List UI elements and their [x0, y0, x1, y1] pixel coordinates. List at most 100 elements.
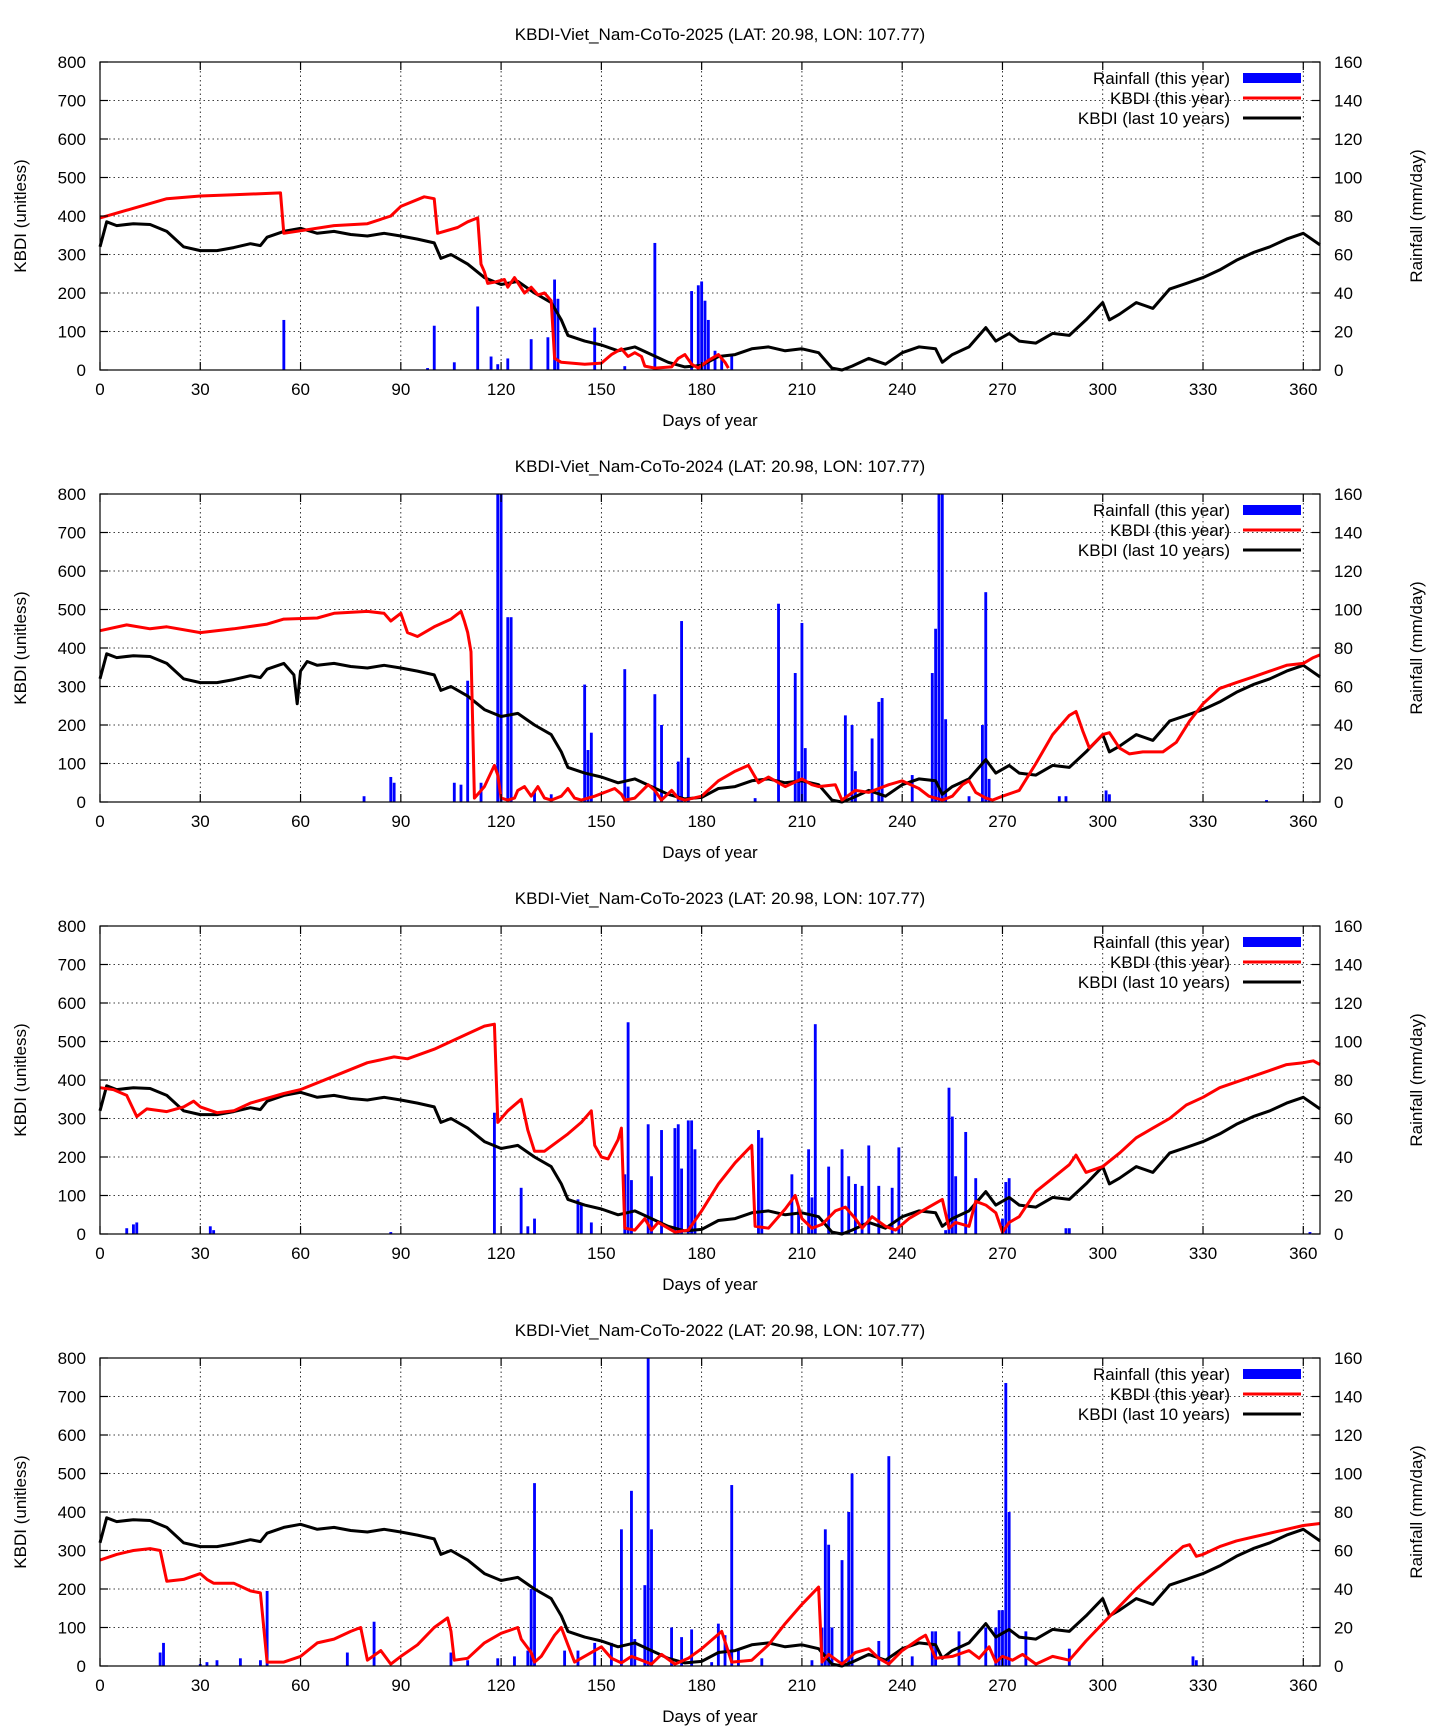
rainfall-bar	[690, 291, 694, 370]
rainfall-bar	[840, 1560, 844, 1666]
y-tick-label: 300	[58, 1110, 86, 1129]
chart-title: KBDI-Viet_Nam-CoTo-2023 (LAT: 20.98, LON…	[515, 889, 925, 908]
x-tick-label: 150	[587, 812, 615, 831]
rainfall-bar	[673, 1128, 677, 1234]
y-tick-label: 500	[58, 1465, 86, 1484]
y-tick-label: 600	[58, 130, 86, 149]
rainfall-bar	[265, 1590, 269, 1666]
rainfall-bar	[1007, 1178, 1011, 1234]
y2-tick-label: 60	[1334, 1110, 1353, 1129]
y2-tick-label: 20	[1334, 755, 1353, 774]
y-tick-label: 200	[58, 1148, 86, 1167]
rainfall-bar	[1007, 1512, 1011, 1666]
x-tick-label: 90	[391, 812, 410, 831]
rainfall-bar	[710, 1662, 714, 1666]
rainfall-bar	[579, 1203, 583, 1234]
rainfall-bar	[238, 1658, 242, 1666]
rainfall-bar	[964, 1131, 968, 1234]
x-tick-label: 30	[191, 380, 210, 399]
y-tick-label: 600	[58, 562, 86, 581]
rainfall-bar	[492, 1112, 496, 1234]
y2-axis-label: Rainfall (mm/day)	[1407, 1445, 1426, 1578]
x-tick-label: 60	[291, 380, 310, 399]
rainfall-bar	[703, 300, 707, 370]
legend-label-kbdi-last10: KBDI (last 10 years)	[1078, 1405, 1230, 1424]
kbdi-this-year-line	[99, 191, 730, 370]
kbdi-chart: KBDI-Viet_Nam-CoTo-2025 (LAT: 20.98, LON…	[11, 25, 1426, 430]
rainfall-bar	[432, 325, 436, 370]
y-tick-label: 800	[58, 53, 86, 72]
axis-ticks	[99, 493, 1320, 803]
rainfall-bar	[623, 366, 627, 370]
x-tick-label: 270	[988, 812, 1016, 831]
rainfall-bar	[713, 350, 717, 370]
rainfall-bar	[676, 1124, 680, 1234]
y2-tick-label: 140	[1334, 92, 1362, 111]
legend: Rainfall (this year)KBDI (this year)KBDI…	[1078, 501, 1301, 560]
y2-tick-label: 160	[1334, 485, 1362, 504]
x-tick-label: 330	[1189, 1244, 1217, 1263]
rainfall-bar	[760, 1658, 764, 1666]
rainfall-bar	[880, 698, 884, 802]
y-tick-label: 0	[77, 1657, 86, 1676]
rainfall-bar	[526, 1226, 530, 1234]
rainfall-bar	[813, 1024, 817, 1234]
y2-tick-label: 160	[1334, 1349, 1362, 1368]
y2-tick-label: 80	[1334, 207, 1353, 226]
rainfall-bar	[576, 1650, 580, 1666]
rainfall-bar	[870, 738, 874, 802]
rainfall-bar	[125, 1228, 129, 1234]
rainfall-bar	[736, 1650, 740, 1666]
rainfall-bar	[967, 796, 971, 802]
y2-tick-label: 120	[1334, 562, 1362, 581]
rainfall-bar	[372, 1621, 376, 1666]
y-tick-label: 600	[58, 1426, 86, 1445]
y-tick-label: 200	[58, 1580, 86, 1599]
y2-tick-label: 120	[1334, 130, 1362, 149]
rainfall-bar	[660, 725, 663, 802]
rainfall-bar	[549, 794, 553, 802]
rainfall-bar	[626, 786, 630, 802]
y2-tick-label: 20	[1334, 1619, 1353, 1638]
y-tick-label: 0	[77, 793, 86, 812]
axis-ticks	[99, 61, 1320, 371]
x-tick-label: 240	[888, 812, 916, 831]
y2-tick-label: 140	[1334, 1388, 1362, 1407]
y2-tick-label: 100	[1334, 601, 1362, 620]
rainfall-bar	[997, 1610, 1001, 1666]
rainfall-bar	[877, 1185, 881, 1234]
x-tick-label: 0	[95, 1244, 104, 1263]
rainfall-bar	[653, 242, 657, 370]
kbdi-chart: KBDI-Viet_Nam-CoTo-2023 (LAT: 20.98, LON…	[11, 889, 1426, 1294]
y-tick-label: 600	[58, 994, 86, 1013]
x-tick-label: 180	[687, 1676, 715, 1695]
x-tick-label: 120	[487, 1244, 515, 1263]
x-tick-label: 240	[888, 380, 916, 399]
kbdi-last10-line	[98, 652, 1321, 804]
rainfall-bar	[362, 796, 366, 802]
rainfall-series	[158, 1358, 1198, 1666]
rainfall-bar	[533, 1218, 536, 1234]
rainfall-bar	[162, 1642, 165, 1666]
y-tick-label: 200	[58, 284, 86, 303]
rainfall-bar	[509, 617, 513, 802]
rainfall-bar	[1265, 800, 1268, 802]
rainfall-bar	[1064, 796, 1068, 802]
rainfall-bar	[777, 603, 780, 802]
x-tick-label: 0	[95, 1676, 104, 1695]
x-tick-label: 0	[95, 812, 104, 831]
rainfall-bar	[576, 1199, 580, 1234]
x-tick-label: 330	[1189, 380, 1217, 399]
rainfall-bar	[720, 356, 724, 370]
rainfall-bar	[526, 1650, 530, 1666]
rainfall-bar	[867, 1145, 871, 1234]
x-tick-label: 330	[1189, 1676, 1217, 1695]
x-tick-label: 330	[1189, 812, 1217, 831]
rainfall-bar	[212, 1230, 216, 1234]
rainfall-bar	[944, 1230, 948, 1234]
x-tick-label: 30	[191, 1676, 210, 1695]
legend: Rainfall (this year)KBDI (this year)KBDI…	[1078, 69, 1301, 128]
rainfall-bar	[215, 1660, 219, 1666]
rainfall-bar	[529, 339, 533, 370]
legend-swatch-rainfall	[1243, 937, 1301, 947]
